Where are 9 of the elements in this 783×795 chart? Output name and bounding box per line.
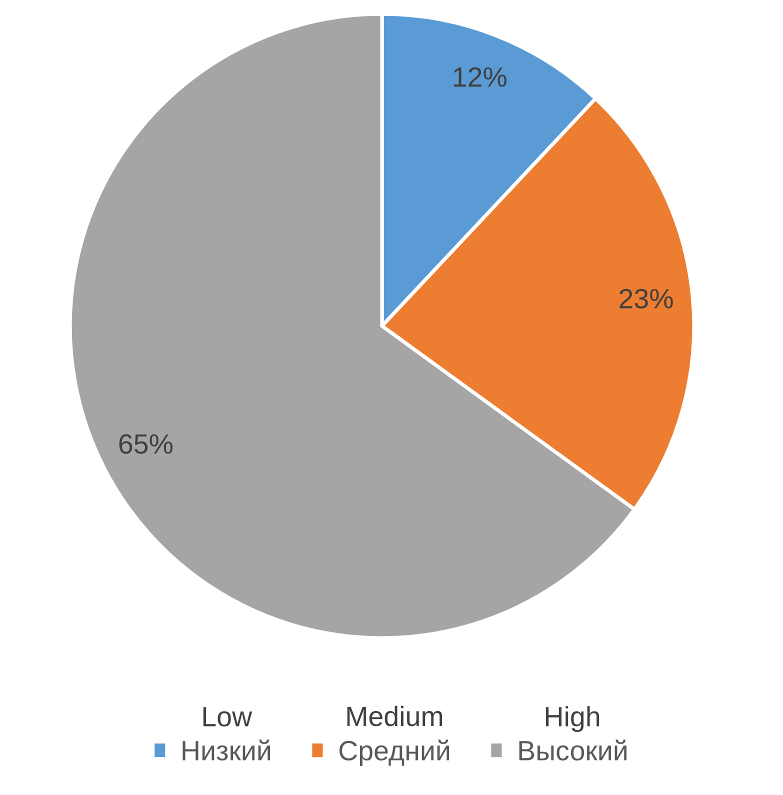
legend-label: Низкий [182, 740, 270, 761]
text: Medium [347, 706, 442, 726]
legend-label: Высокий [519, 740, 626, 761]
text: High [546, 706, 600, 732]
data-label: 12% [454, 67, 506, 87]
data-label: 65% [119, 434, 173, 454]
legend-label: Средний [339, 740, 450, 766]
data-label: 23% [620, 288, 673, 308]
text: Low [203, 707, 252, 726]
